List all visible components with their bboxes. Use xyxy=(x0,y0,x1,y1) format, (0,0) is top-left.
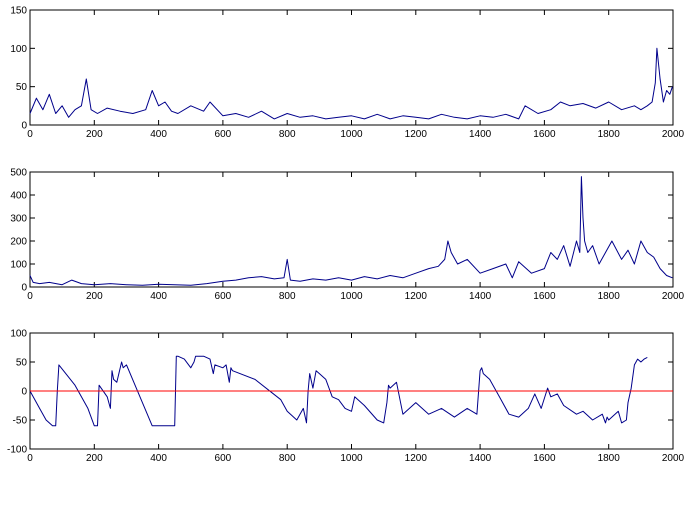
y-tick-label: 200 xyxy=(10,237,27,248)
y-tick-label: 50 xyxy=(16,358,28,369)
series-line-0-0 xyxy=(29,47,673,120)
x-tick-label: 1200 xyxy=(405,291,428,302)
x-tick-label: 400 xyxy=(150,291,167,302)
x-tick-label: 1600 xyxy=(533,453,556,464)
x-tick-label: 2000 xyxy=(662,291,685,302)
x-tick-label: 1400 xyxy=(469,291,492,302)
x-tick-label: 1400 xyxy=(469,453,492,464)
x-tick-label: 600 xyxy=(215,453,232,464)
x-tick-label: 0 xyxy=(27,291,33,302)
y-tick-label: 0 xyxy=(21,283,27,294)
y-tick-label: 500 xyxy=(10,168,27,179)
y-tick-label: 150 xyxy=(10,6,27,17)
x-tick-label: 1800 xyxy=(598,129,621,140)
y-tick-label: 100 xyxy=(10,260,27,271)
series-line-1-0 xyxy=(29,176,673,286)
x-tick-label: 1400 xyxy=(469,129,492,140)
x-tick-label: 1200 xyxy=(405,453,428,464)
x-tick-label: 2000 xyxy=(662,129,685,140)
x-tick-label: 600 xyxy=(215,291,232,302)
y-tick-label: 300 xyxy=(10,214,27,225)
x-tick-label: 1800 xyxy=(598,291,621,302)
y-tick-label: -50 xyxy=(13,416,28,427)
x-tick-label: 400 xyxy=(150,453,167,464)
x-tick-label: 200 xyxy=(86,453,103,464)
x-tick-label: 1800 xyxy=(598,453,621,464)
plot-area-0 xyxy=(29,9,674,126)
x-tick-label: 1200 xyxy=(405,129,428,140)
plot-area-1 xyxy=(29,171,674,288)
subplot-top: 0 200 400 600 800 1000 1200 1400 1600 1800 2000 0 50… xyxy=(10,6,684,141)
x-tick-label: 0 xyxy=(27,453,33,464)
series-line-2-0 xyxy=(29,355,648,427)
x-tick-label: 1000 xyxy=(340,129,363,140)
y-tick-label: 100 xyxy=(10,329,27,340)
x-tick-label: 800 xyxy=(279,291,296,302)
subplot-bottom: 0 200 400 600 800 1000 1200 1400 1600 1800 2000-10… xyxy=(7,329,685,465)
x-tick-label: 1600 xyxy=(533,291,556,302)
x-tick-label: 1600 xyxy=(533,129,556,140)
y-tick-label: 50 xyxy=(16,82,28,93)
x-tick-label: 1000 xyxy=(340,453,363,464)
x-tick-label: 400 xyxy=(150,129,167,140)
x-tick-label: 600 xyxy=(215,129,232,140)
x-tick-label: 200 xyxy=(86,291,103,302)
x-tick-label: 1000 xyxy=(340,291,363,302)
x-tick-label: 800 xyxy=(279,453,296,464)
x-tick-label: 800 xyxy=(279,129,296,140)
x-tick-label: 0 xyxy=(27,129,33,140)
x-tick-label: 2000 xyxy=(662,453,685,464)
y-tick-label: 400 xyxy=(10,191,27,202)
x-tick-label: 200 xyxy=(86,129,103,140)
y-tick-label: 0 xyxy=(21,387,27,398)
y-tick-label: 100 xyxy=(10,44,27,55)
y-tick-label: -100 xyxy=(7,445,27,456)
subplot-middle: 0 200 400 600 800 1000 1200 1400 1600 1800 2000 0 10… xyxy=(10,168,684,303)
y-tick-label: 0 xyxy=(21,121,27,132)
